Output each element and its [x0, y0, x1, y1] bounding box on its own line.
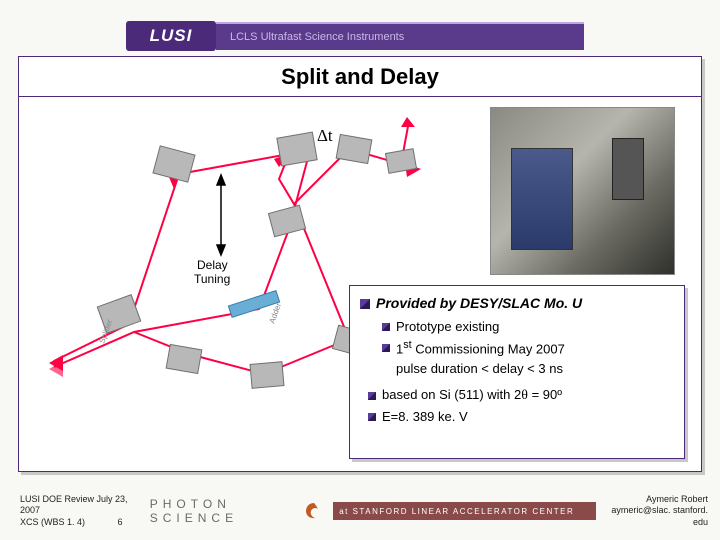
footer-left-line2: XCS (WBS 1. 4) 6	[20, 517, 150, 528]
info-mainlist: based on Si (511) with 2θ = 90º E=8. 389…	[368, 386, 674, 426]
bullet-icon	[382, 323, 390, 331]
footer: LUSI DOE Review July 23, 2007 XCS (WBS 1…	[0, 482, 720, 540]
slac-text: at STANFORD LINEAR ACCELERATOR CENTER	[339, 507, 574, 516]
slac-band: at STANFORD LINEAR ACCELERATOR CENTER	[333, 502, 596, 520]
footer-right-line2: aymeric@slac. stanford. edu	[596, 505, 708, 528]
sub-item-text: 1st Commissioning May 2007	[396, 338, 565, 359]
info-heading-row: Provided by DESY/SLAC Mo. U	[360, 294, 674, 314]
footer-right-line1: Aymeric Robert	[596, 494, 708, 505]
swirl-icon	[303, 500, 325, 522]
tuning-label-2: Tuning	[194, 272, 230, 286]
bullet-icon	[368, 392, 376, 400]
tuning-label: Delay	[197, 258, 228, 272]
photon-science-label: PHOTON SCIENCE	[150, 497, 295, 525]
footer-left-line1: LUSI DOE Review July 23, 2007	[20, 494, 150, 517]
sub-item-text: Prototype existing	[396, 318, 499, 336]
bullet-icon	[382, 344, 390, 352]
sub-item: 1st Commissioning May 2007	[382, 338, 674, 359]
slide-title-band: Split and Delay	[19, 57, 701, 97]
main-item-text: based on Si (511) with 2θ = 90º	[382, 386, 562, 406]
lusi-logo: LUSI	[126, 21, 216, 51]
slide-title: Split and Delay	[281, 64, 439, 90]
info-sublist: Prototype existing 1st Commissioning May…	[382, 318, 674, 379]
footer-center: PHOTON SCIENCE at STANFORD LINEAR ACCELE…	[150, 498, 596, 524]
main-item-text: E=8. 389 ke. V	[382, 408, 468, 426]
header-subtitle: LCLS Ultrafast Science Instruments	[230, 31, 404, 43]
slide-frame: Split and Delay	[18, 56, 702, 472]
footer-left: LUSI DOE Review July 23, 2007 XCS (WBS 1…	[0, 494, 150, 528]
bullet-icon	[368, 413, 376, 421]
sub-item: Prototype existing	[382, 318, 674, 336]
lab-photo	[490, 107, 675, 275]
delta-t-label: Δt	[317, 126, 333, 145]
lusi-logo-text: LUSI	[150, 26, 193, 46]
header-subtitle-bar: LCLS Ultrafast Science Instruments	[216, 22, 584, 50]
bullet-icon	[360, 299, 370, 309]
info-box: Provided by DESY/SLAC Mo. U Prototype ex…	[349, 285, 685, 459]
footer-right: Aymeric Robert aymeric@slac. stanford. e…	[596, 494, 720, 528]
main-item: E=8. 389 ke. V	[368, 408, 674, 426]
info-heading: Provided by DESY/SLAC Mo. U	[376, 294, 582, 314]
constraint-text: pulse duration < delay < 3 ns	[396, 360, 674, 378]
header-band: LUSI LCLS Ultrafast Science Instruments	[126, 21, 584, 51]
main-item: based on Si (511) with 2θ = 90º	[368, 386, 674, 406]
